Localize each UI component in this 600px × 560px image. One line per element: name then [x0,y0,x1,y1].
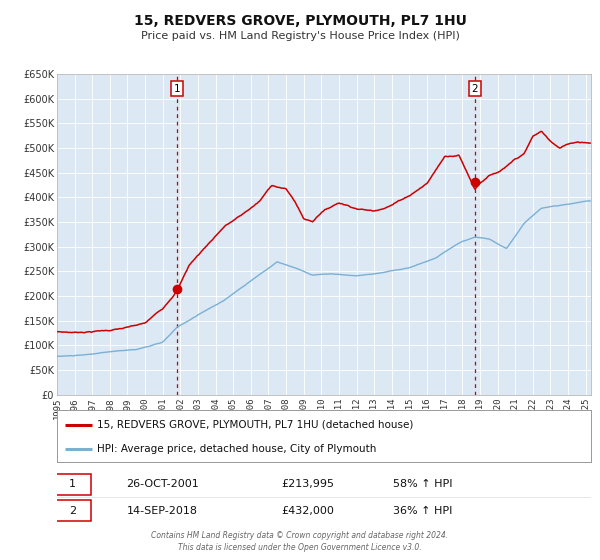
Text: 2: 2 [69,506,76,516]
Text: Price paid vs. HM Land Registry's House Price Index (HPI): Price paid vs. HM Land Registry's House … [140,31,460,41]
Text: 14-SEP-2018: 14-SEP-2018 [127,506,197,516]
Text: 1: 1 [174,84,181,94]
Text: 36% ↑ HPI: 36% ↑ HPI [394,506,453,516]
Text: 15, REDVERS GROVE, PLYMOUTH, PL7 1HU (detached house): 15, REDVERS GROVE, PLYMOUTH, PL7 1HU (de… [97,420,413,430]
Text: 1: 1 [69,479,76,489]
Text: 58% ↑ HPI: 58% ↑ HPI [394,479,453,489]
Text: Contains HM Land Registry data © Crown copyright and database right 2024.
This d: Contains HM Land Registry data © Crown c… [151,531,449,552]
FancyBboxPatch shape [55,500,91,521]
FancyBboxPatch shape [55,474,91,495]
Text: 15, REDVERS GROVE, PLYMOUTH, PL7 1HU: 15, REDVERS GROVE, PLYMOUTH, PL7 1HU [134,14,466,28]
Text: HPI: Average price, detached house, City of Plymouth: HPI: Average price, detached house, City… [97,444,376,454]
Text: £213,995: £213,995 [281,479,334,489]
Text: 26-OCT-2001: 26-OCT-2001 [127,479,199,489]
Text: £432,000: £432,000 [281,506,334,516]
Text: 2: 2 [472,84,478,94]
